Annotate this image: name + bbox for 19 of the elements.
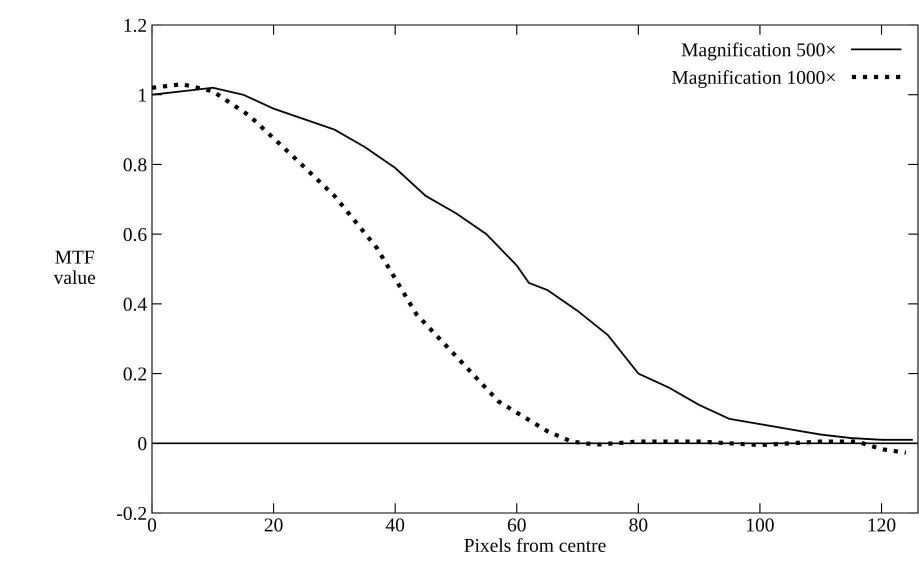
legend-label: Magnification 500× <box>682 42 835 60</box>
y-tick-label: 0.6 <box>124 228 147 242</box>
y-tick-label: 1 <box>139 88 146 102</box>
x-tick-label: 40 <box>386 518 404 532</box>
y-tick-label: -0.2 <box>117 506 146 520</box>
x-tick-label: 120 <box>868 518 896 532</box>
x-tick-label: 100 <box>747 518 774 532</box>
x-axis-title: Pixels from centre <box>464 538 606 552</box>
x-tick-label: 20 <box>264 518 283 532</box>
x-tick-label: 0 <box>148 518 156 532</box>
y-tick-label: 1.2 <box>124 18 146 32</box>
legend-label: Magnification 1000× <box>672 70 835 88</box>
x-tick-label: 60 <box>508 518 526 532</box>
x-tick-label: 80 <box>629 518 648 532</box>
y-tick-label: 0.4 <box>124 298 147 311</box>
y-tick-label: 0 <box>138 437 146 450</box>
y-tick-label: 0.8 <box>124 158 146 172</box>
y-tick-label: 0.2 <box>124 367 146 381</box>
y-axis-title: MTF value <box>54 250 96 284</box>
